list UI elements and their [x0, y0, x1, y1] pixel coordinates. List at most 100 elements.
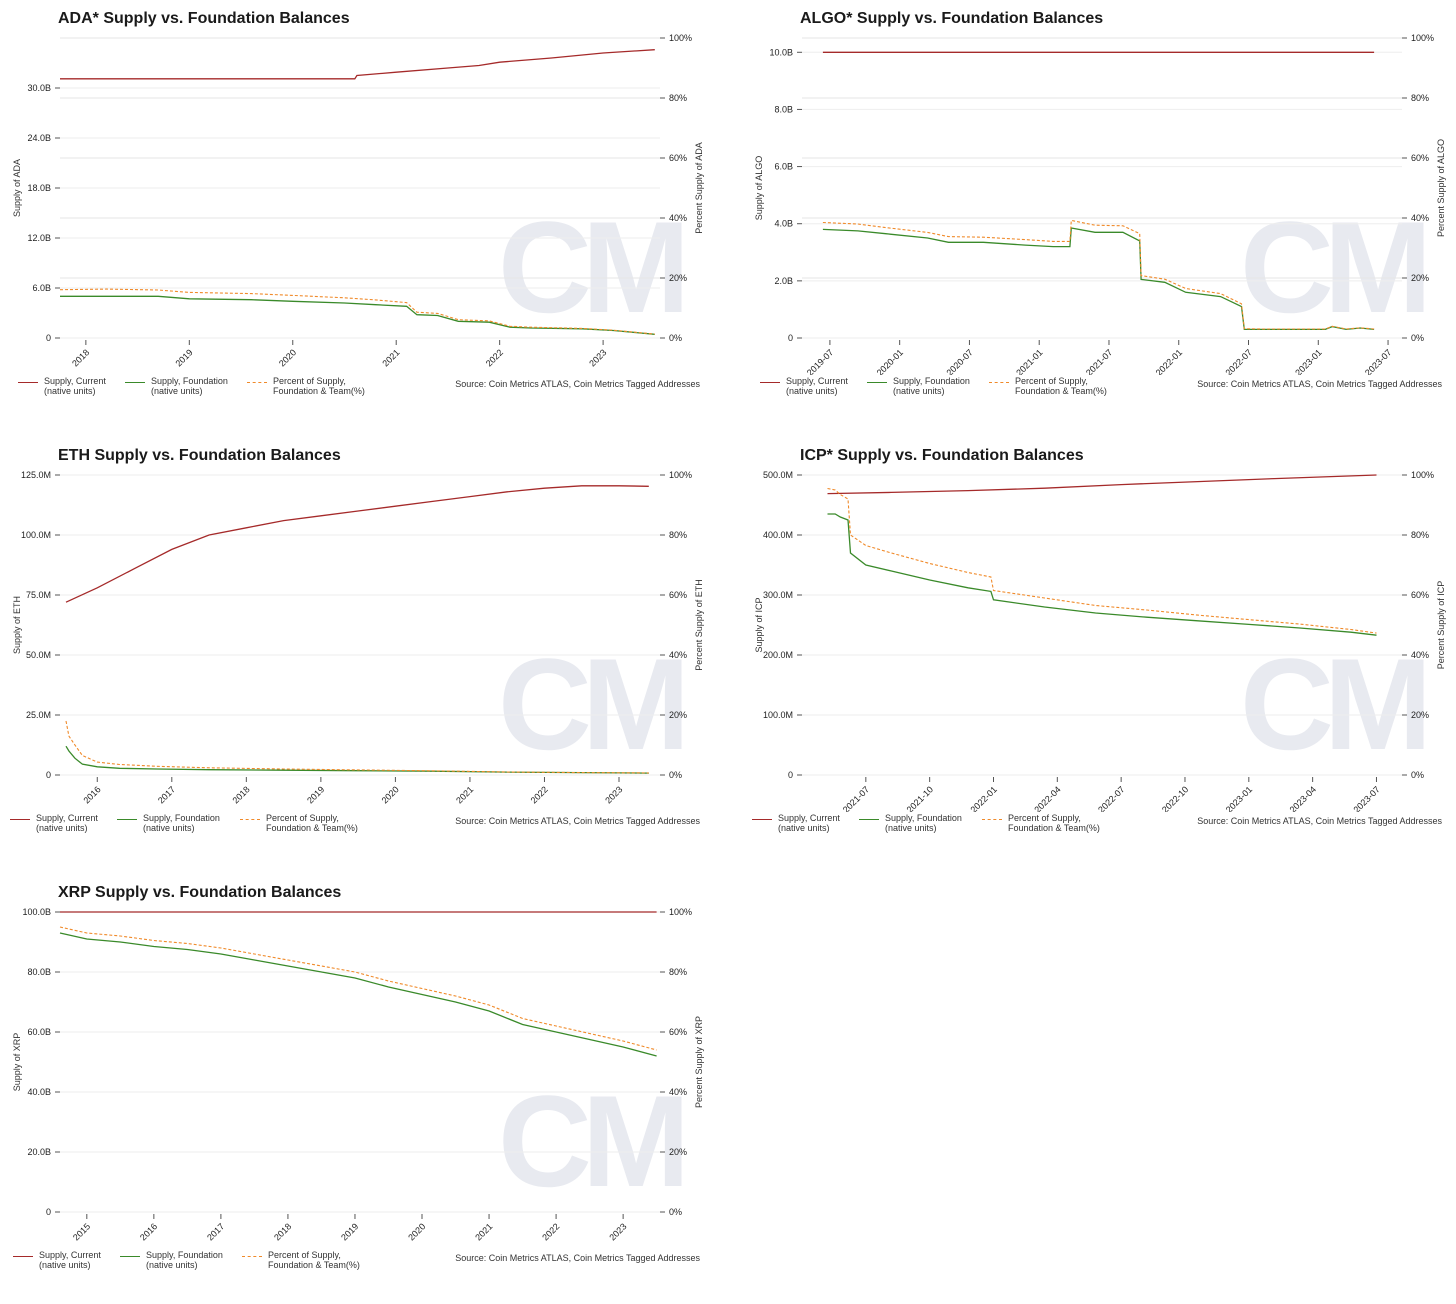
x-tick-label: 2021-01 — [1014, 347, 1044, 375]
series-line-percent-team — [822, 219, 1375, 330]
legend-item-supply-foundation: Supply, Foundation (native units) — [125, 376, 261, 396]
x-tick-label: 2022-01 — [1154, 347, 1184, 375]
source-note: Source: Coin Metrics ATLAS, Coin Metrics… — [455, 379, 700, 389]
chart-title: ALGO* Supply vs. Foundation Balances — [800, 10, 1104, 27]
chart-panel-icp: ICP* Supply vs. Foundation Balances CM 0%… — [742, 437, 1456, 867]
y-tick-label: 400.0M — [763, 530, 793, 540]
series-line-percent-team — [65, 720, 649, 774]
x-tick-label: 2020 — [277, 347, 298, 368]
y2-tick-label: 40% — [669, 213, 687, 223]
x-tick-label: 2021-10 — [905, 784, 935, 812]
source-note: Source: Coin Metrics ATLAS, Coin Metrics… — [1197, 816, 1442, 826]
series-line-percent-team — [59, 288, 655, 335]
chart-plot-algo: CM0% 20% 40% 60% 80% 100% 0 2.0B 4.0B 6.0B 8.0B 10.… — [754, 33, 1446, 375]
y2-tick-label: 100% — [669, 470, 692, 480]
chart-title: ADA* Supply vs. Foundation Balances — [58, 10, 350, 27]
chart-title: ICP* Supply vs. Foundation Balances — [800, 447, 1084, 464]
legend-label: Supply, Foundation (native units) — [143, 813, 220, 833]
x-tick-label: 2023-04 — [1288, 784, 1318, 812]
y2-tick-label: 80% — [669, 530, 687, 540]
source-note: Source: Coin Metrics ATLAS, Coin Metrics… — [1197, 379, 1442, 389]
y-tick-label: 30.0B — [27, 83, 51, 93]
x-tick-label: 2021 — [473, 1221, 494, 1242]
legend-item-supply-current: Supply, Current (native units) — [752, 813, 888, 833]
source-note: Source: Coin Metrics ATLAS, Coin Metrics… — [455, 1253, 700, 1263]
legend-swatch — [989, 382, 1009, 383]
chart-legend: Supply, Current (native units) Supply, F… — [742, 376, 1452, 408]
y-tick-label: 6.0B — [774, 162, 793, 172]
legend-swatch — [859, 819, 879, 820]
x-tick-label: 2016 — [81, 784, 102, 805]
y-tick-label: 75.0M — [26, 590, 51, 600]
x-tick-label: 2019 — [339, 1221, 360, 1242]
legend-swatch — [247, 382, 267, 383]
y-tick-label: 10.0B — [769, 47, 793, 57]
x-tick-label: 2022-01 — [968, 784, 998, 812]
chart-legend: Supply, Current (native units) Supply, F… — [0, 813, 710, 845]
y2-axis-title: Percent Supply of ALGO — [1436, 139, 1446, 237]
legend-item-supply-current: Supply, Current (native units) — [10, 813, 146, 833]
y2-tick-label: 60% — [669, 153, 687, 163]
legend-item-percent-team: Percent of Supply, Foundation & Team(%) — [982, 813, 1118, 833]
chart-panel-xrp: XRP Supply vs. Foundation Balances CM 0% 2… — [0, 874, 720, 1304]
legend-label: Percent of Supply, Foundation & Team(%) — [1015, 376, 1107, 396]
legend-swatch — [867, 382, 887, 383]
y2-tick-label: 0% — [669, 1207, 682, 1217]
y2-tick-label: 40% — [1411, 650, 1429, 660]
series-line-supply-foundation — [60, 295, 655, 335]
legend-swatch — [10, 819, 30, 820]
x-tick-label: 2022-07 — [1223, 347, 1253, 375]
y-tick-label: 500.0M — [763, 470, 793, 480]
legend-item-percent-team: Percent of Supply, Foundation & Team(%) — [247, 376, 383, 396]
x-tick-label: 2019 — [173, 347, 194, 368]
watermark-logo: CM — [498, 631, 682, 777]
y2-tick-label: 60% — [1411, 590, 1429, 600]
x-tick-label: 2022 — [540, 1221, 561, 1242]
y2-tick-label: 40% — [669, 650, 687, 660]
y2-tick-label: 40% — [1411, 213, 1429, 223]
y-tick-label: 100.0B — [22, 907, 51, 917]
x-tick-label: 2020-07 — [944, 347, 974, 375]
x-tick-label: 2017 — [205, 1221, 226, 1242]
y-tick-label: 300.0M — [763, 590, 793, 600]
y-tick-label: 20.0B — [27, 1147, 51, 1157]
y2-tick-label: 80% — [1411, 530, 1429, 540]
y-tick-label: 0 — [46, 770, 51, 780]
series-line-supply-foundation — [827, 513, 1377, 636]
legend-swatch — [240, 819, 260, 820]
legend-label: Percent of Supply, Foundation & Team(%) — [1008, 813, 1100, 833]
x-tick-label: 2020-01 — [875, 347, 905, 375]
chart-plot-eth: CM0% 20% 40% 60% 80% 100% 0 25.0M 50.0M 75.0M 100.… — [12, 470, 704, 806]
y-tick-label: 0 — [46, 1207, 51, 1217]
x-tick-label: 2017 — [156, 784, 177, 805]
y-axis-title: Supply of ADA — [12, 159, 22, 217]
y-tick-label: 60.0B — [27, 1027, 51, 1037]
y2-tick-label: 0% — [1411, 770, 1424, 780]
y2-tick-label: 80% — [669, 93, 687, 103]
x-tick-label: 2022 — [529, 784, 550, 805]
chart-title: ETH Supply vs. Foundation Balances — [58, 447, 341, 464]
y-tick-label: 200.0M — [763, 650, 793, 660]
x-tick-label: 2022-07 — [1096, 784, 1126, 812]
y-axis-title: Supply of ETH — [12, 596, 22, 654]
x-tick-label: 2023-07 — [1363, 347, 1393, 375]
y2-axis-title: Percent Supply of ICP — [1436, 581, 1446, 670]
x-tick-label: 2019-07 — [805, 347, 835, 375]
y-tick-label: 24.0B — [27, 133, 51, 143]
y2-tick-label: 100% — [669, 33, 692, 43]
series-line-supply-current — [60, 49, 655, 80]
legend-swatch — [760, 382, 780, 383]
legend-label: Percent of Supply, Foundation & Team(%) — [266, 813, 358, 833]
legend-label: Supply, Current (native units) — [44, 376, 106, 396]
y-axis-title: Supply of XRP — [12, 1033, 22, 1092]
y2-tick-label: 100% — [669, 907, 692, 917]
legend-swatch — [117, 819, 137, 820]
legend-swatch — [13, 1256, 33, 1257]
x-tick-label: 2020 — [406, 1221, 427, 1242]
y2-axis-title: Percent Supply of ADA — [694, 142, 704, 234]
x-tick-label: 2022-04 — [1032, 784, 1062, 812]
chart-panel-eth: ETH Supply vs. Foundation Balances CM 0% 2… — [0, 437, 720, 867]
series-line-supply-current — [827, 474, 1377, 495]
legend-swatch — [242, 1256, 262, 1257]
legend-item-percent-team: Percent of Supply, Foundation & Team(%) — [242, 1250, 378, 1270]
